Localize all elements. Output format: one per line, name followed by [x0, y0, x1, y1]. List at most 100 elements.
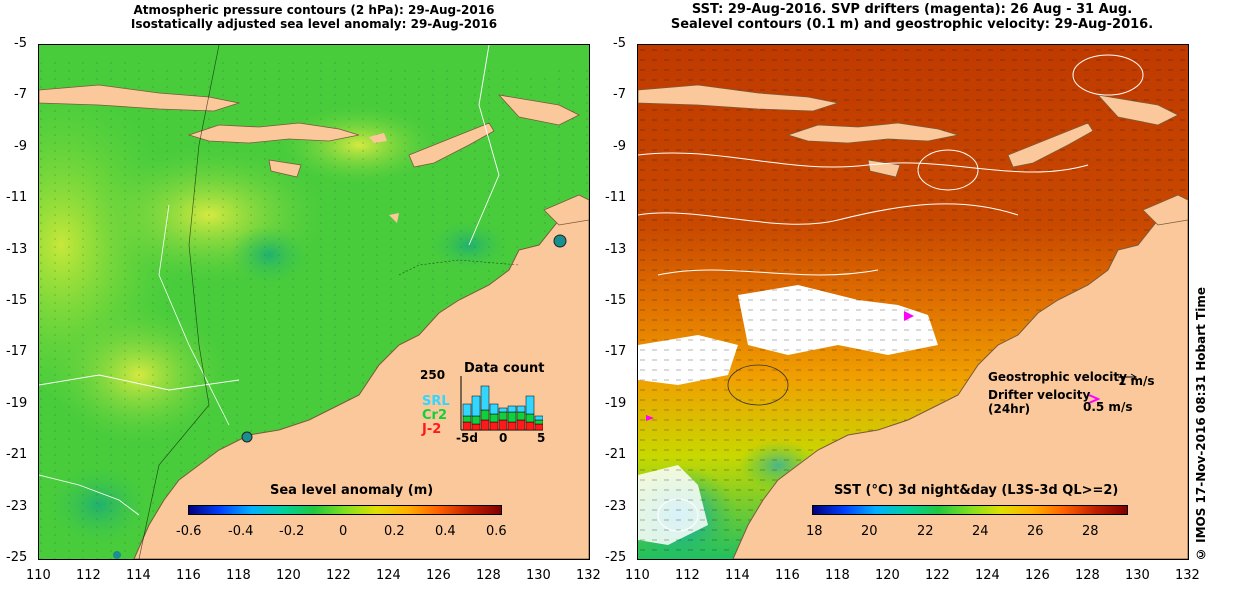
right-y-tick: -21: [605, 447, 627, 463]
drifter-scale: 0.5 m/s: [1083, 400, 1133, 414]
sla-cb-label-5: 0.4: [435, 524, 456, 539]
data-count-bar: [489, 413, 499, 423]
data-count-bar: [516, 405, 526, 413]
data-count-title: Data count: [464, 361, 545, 376]
data-count-bar: [471, 415, 481, 425]
sst-colorbar: [812, 505, 1128, 515]
sla-cb-label-0: -0.6: [176, 524, 202, 539]
sst-cb-label-1: 20: [861, 524, 878, 539]
right-x-tick: 128: [1075, 568, 1100, 583]
data-count-bar: [507, 421, 517, 431]
data-count-bar: [498, 407, 508, 413]
left-y-tick: -25: [6, 550, 28, 565]
data-count-bar: [471, 395, 481, 417]
right-y-tick: -15: [605, 293, 627, 308]
right-y-tick: -13: [605, 241, 627, 257]
right-x-tick: 110: [625, 568, 650, 583]
sst-cb-label-3: 24: [972, 524, 989, 539]
data-count-bar: [525, 395, 535, 415]
right-y-tick: -7: [613, 87, 626, 103]
right-y-tick: -19: [605, 395, 627, 411]
data-count-bar: [498, 419, 508, 431]
drifter-label: Drifter velocity: [988, 388, 1091, 402]
geostrophic-scale: 1 m/s: [1118, 374, 1155, 388]
left-title-line1: Atmospheric pressure contours (2 hPa): 2…: [133, 3, 495, 17]
sla-cb-label-4: 0.2: [384, 524, 405, 539]
drifter-arrow-icon: [1088, 389, 1101, 408]
data-count-bar: [471, 423, 481, 431]
sla-cb-label-6: 0.6: [486, 524, 507, 539]
left-x-tick: 116: [176, 568, 201, 583]
sea-level-anomaly-map: [38, 44, 590, 560]
data-count-bar: [525, 421, 535, 431]
data-count-bar: [489, 421, 499, 431]
right-x-tick: 130: [1125, 568, 1150, 583]
data-count-bar: [480, 409, 490, 421]
data-count-bar: [534, 415, 544, 421]
left-y-tick: -21: [6, 447, 28, 463]
data-count-bar: [462, 403, 472, 417]
data-count-bar: [516, 411, 526, 421]
dc-xlabel-2: 5: [537, 431, 546, 445]
sla-cb-label-1: -0.4: [228, 524, 254, 539]
left-y-tick: -9: [14, 138, 27, 154]
sla-colorbar-title: Sea level anomaly (m): [270, 483, 434, 498]
left-x-tick: 114: [126, 568, 151, 583]
legend-j2: J-2: [422, 422, 442, 437]
left-y-tick: -11: [6, 190, 28, 206]
drifter-sublabel: (24hr): [988, 402, 1031, 416]
sst-cb-label-0: 18: [806, 524, 823, 539]
sla-colorbar: [188, 505, 502, 515]
left-y-tick: -15: [6, 293, 28, 308]
data-count-bar: [489, 403, 499, 415]
dc-xlabel-1: 0: [499, 431, 508, 445]
data-count-bar: [480, 385, 490, 411]
right-x-tick: 122: [925, 568, 950, 583]
data-count-bar: [516, 419, 526, 431]
left-x-tick: 126: [426, 568, 451, 583]
dc-xlabel-0: -5d: [456, 431, 478, 445]
right-x-tick: 112: [675, 568, 700, 583]
left-y-tick: -19: [6, 395, 28, 411]
left-title-line2: Isostatically adjusted sea level anomaly…: [130, 17, 498, 31]
left-y-tick: -23: [6, 498, 28, 514]
left-y-tick: -5: [14, 36, 27, 51]
left-x-tick: 118: [226, 568, 251, 583]
data-count-bar: [498, 411, 508, 421]
right-x-tick: 114: [725, 568, 750, 583]
data-count-bar: [534, 419, 544, 425]
left-x-tick: 124: [376, 568, 401, 583]
left-x-tick: 122: [326, 568, 351, 583]
sst-colorbar-title: SST (°C) 3d night&day (L3S-3d QL>=2): [834, 483, 1119, 498]
left-y-tick: -7: [14, 87, 27, 103]
data-count-bar: [507, 411, 517, 423]
right-x-tick: 126: [1025, 568, 1050, 583]
geostrophic-label: Geostrophic velocity: [988, 370, 1127, 384]
data-count-bar: [462, 421, 472, 431]
right-y-tick: -5: [613, 36, 626, 51]
data-count-bar: [462, 415, 472, 423]
sst-map: [637, 44, 1189, 560]
right-title-line2: Sealevel contours (0.1 m) and geostrophi…: [670, 17, 1154, 32]
sla-cb-label-2: -0.2: [279, 524, 305, 539]
left-y-tick: -17: [6, 344, 28, 360]
legend-srl: SRL: [422, 394, 450, 409]
left-x-tick: 120: [276, 568, 301, 583]
legend-cr2: Cr2: [422, 408, 447, 423]
left-x-tick: 110: [26, 568, 51, 583]
sst-cb-label-2: 22: [917, 524, 934, 539]
right-x-tick: 118: [825, 568, 850, 583]
sla-cb-label-3: 0: [339, 524, 348, 539]
imos-credit: © IMOS 17-Nov-2016 08:31 Hobart Time: [1194, 287, 1208, 562]
right-x-tick: 116: [775, 568, 800, 583]
geostrophic-arrow-icon: [1117, 367, 1139, 386]
sst-cb-label-5: 28: [1082, 524, 1099, 539]
left-x-tick: 112: [76, 568, 101, 583]
data-count-bar: [534, 423, 544, 431]
data-count-bar: [507, 405, 517, 413]
left-y-tick: -13: [6, 241, 28, 257]
sst-cb-label-4: 26: [1027, 524, 1044, 539]
data-count-ymax: 250: [420, 368, 446, 382]
right-x-tick: 120: [875, 568, 900, 583]
right-y-tick: -23: [605, 498, 627, 514]
